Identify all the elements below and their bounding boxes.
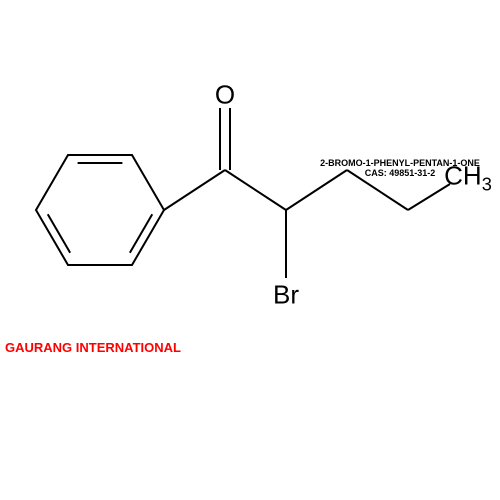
compound-name: 2-BROMO-1-PHENYL-PENTAN-1-ONE <box>320 158 480 168</box>
benzene-ring <box>36 155 164 265</box>
company-watermark: GAURANG INTERNATIONAL <box>5 340 181 355</box>
molecule-diagram <box>0 0 500 500</box>
oxygen-double-bond <box>220 108 230 170</box>
oxygen-atom-label: O <box>215 80 235 111</box>
compound-cas-number: CAS: 49851-31-2 <box>320 168 480 178</box>
bromine-atom-label: Br <box>273 280 299 311</box>
compound-info-block: 2-BROMO-1-PHENYL-PENTAN-1-ONE CAS: 49851… <box>320 158 480 178</box>
